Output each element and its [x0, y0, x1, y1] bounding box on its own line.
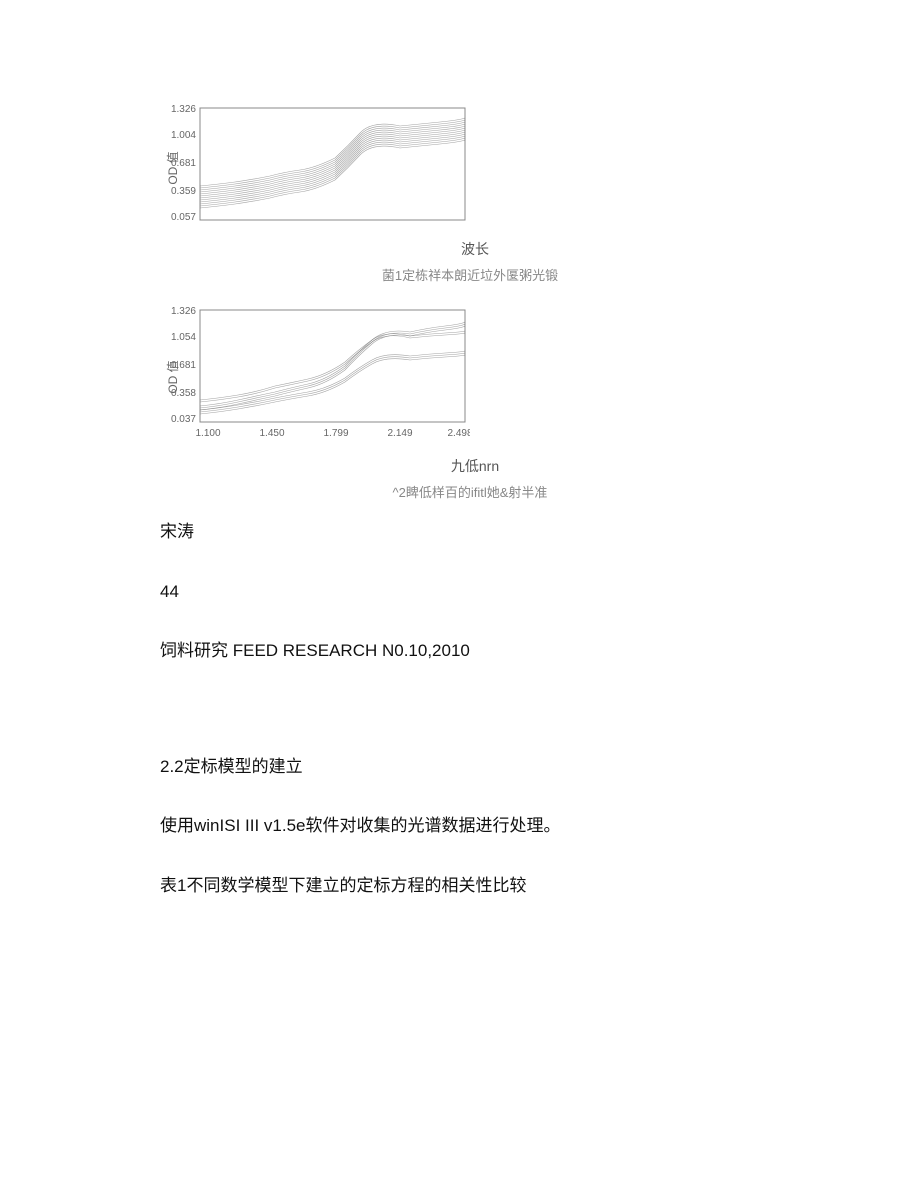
svg-text:0.359: 0.359 [171, 186, 196, 197]
svg-text:1.326: 1.326 [171, 104, 196, 115]
svg-text:1.799: 1.799 [323, 428, 348, 439]
svg-text:1.326: 1.326 [171, 306, 196, 317]
section-heading: 2.2定标模型的建立 [160, 754, 760, 780]
table-caption: 表1不同数学模型下建立的定标方程的相关性比较 [160, 873, 760, 899]
figure-1-chart: 0.057 0.359 0.681 1.004 1.326 OD 值 [160, 100, 470, 235]
figure-1-y-label: OD 值 [164, 151, 181, 184]
figure-2-caption: ^2睥低样百的ifitl她&射半准 [160, 482, 760, 501]
svg-text:2.149: 2.149 [387, 428, 412, 439]
figure-2-y-label: OD 值 [164, 360, 181, 393]
svg-text:2.498: 2.498 [447, 428, 470, 439]
svg-text:0.057: 0.057 [171, 212, 196, 223]
figure-1-caption: 菌1定栋祥本朗近垃外匽粥光锻 [160, 265, 760, 284]
figure-1: 0.057 0.359 0.681 1.004 1.326 OD 值 [160, 100, 760, 284]
page-number: 44 [160, 579, 760, 605]
page-content: 0.057 0.359 0.681 1.004 1.326 OD 值 [0, 0, 920, 898]
svg-text:1.100: 1.100 [195, 428, 220, 439]
svg-text:1.450: 1.450 [259, 428, 284, 439]
svg-text:1.054: 1.054 [171, 332, 196, 343]
figure-1-svg: 0.057 0.359 0.681 1.004 1.326 [160, 100, 470, 235]
figure-2-svg: 0.037 0.358 0.681 1.054 1.326 1.100 1.45… [160, 302, 470, 452]
author-name: 宋涛 [160, 519, 760, 545]
journal-line: 饲料研究 FEED RESEARCH N0.10,2010 [160, 638, 760, 664]
figure-2: 0.037 0.358 0.681 1.054 1.326 1.100 1.45… [160, 302, 760, 501]
svg-text:1.004: 1.004 [171, 130, 196, 141]
svg-text:0.037: 0.037 [171, 414, 196, 425]
figure-2-chart: 0.037 0.358 0.681 1.054 1.326 1.100 1.45… [160, 302, 470, 452]
figure-2-x-label: 九低nrn [160, 456, 760, 476]
paragraph-1: 使用winISI III v1.5e软件对收集的光谱数据进行处理。 [160, 813, 760, 839]
figure-1-x-label: 波长 [160, 239, 760, 259]
